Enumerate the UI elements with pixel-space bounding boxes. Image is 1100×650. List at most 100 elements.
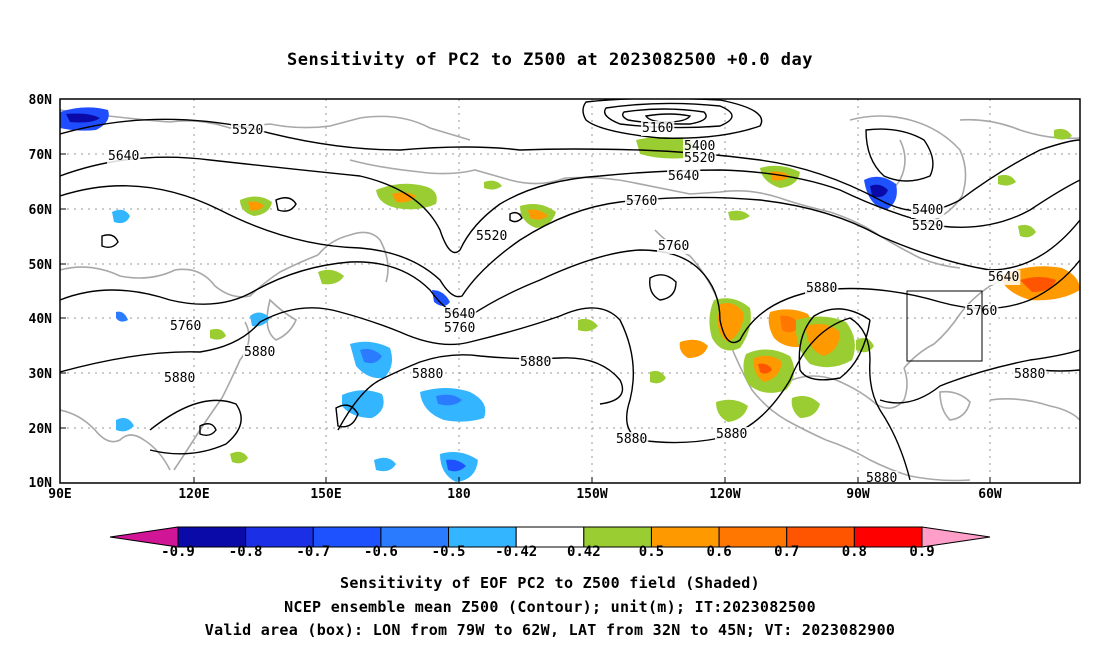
positive-blob — [770, 171, 790, 181]
contour-label-bg — [443, 321, 477, 336]
positive-blob — [1020, 277, 1056, 292]
positive-blob — [230, 451, 248, 464]
contour-label: 5880 — [806, 281, 837, 296]
contour-label-bg — [911, 219, 945, 234]
lon-label: 120E — [178, 487, 209, 502]
caption-valid-area: Valid area (box): LON from 79W to 62W, L… — [204, 621, 896, 639]
lon-label: 150E — [310, 487, 341, 502]
contour-label: 5640 — [108, 149, 139, 164]
contour-label-bg — [805, 281, 839, 296]
negative-blob — [112, 209, 130, 224]
negative-blob — [374, 457, 396, 472]
lat-label: 40N — [29, 312, 53, 327]
colorbar: -0.9 -0.8 -0.7 -0.6 -0.5 -0.42 0.42 0.5 0.6 0.7 0.… — [109, 526, 991, 560]
contour-label-bg — [865, 471, 899, 483]
contour-label-bg — [163, 371, 197, 386]
lon-label: 120W — [709, 487, 740, 502]
lat-label: 30N — [29, 367, 53, 382]
positive-blob — [716, 399, 748, 422]
contour-label-bg — [667, 169, 701, 184]
colorbar-label: 0.5 — [639, 544, 664, 560]
contour-label-bg — [987, 270, 1021, 285]
lat-label: 20N — [29, 422, 53, 437]
contour-labels: 5520 5640 5160 5400 5520 5640 5760 5520 … — [107, 121, 1047, 486]
lon-label: 150W — [576, 487, 607, 502]
contour-label: 5640 — [988, 270, 1019, 285]
caption-shaded: Sensitivity of EOF PC2 to Z500 field (Sh… — [340, 574, 760, 592]
colorbar-label: 0.8 — [842, 544, 867, 560]
positive-blob — [679, 339, 708, 358]
contour-label-bg — [1013, 367, 1047, 382]
contour-label-bg — [107, 149, 141, 164]
negative-blob — [116, 418, 134, 432]
colorbar-label: -0.8 — [229, 544, 263, 560]
positive-blob — [484, 180, 502, 190]
positive-blob — [528, 209, 548, 220]
lat-lon-grid — [60, 99, 1080, 483]
contour-label-bg — [641, 121, 675, 136]
contour-label: 5760 — [658, 239, 689, 254]
lon-label: 90W — [846, 487, 870, 502]
positive-blob — [1018, 224, 1036, 238]
contour-label-bg — [475, 229, 509, 244]
valid-area-box — [906, 290, 983, 362]
contour-label: 5880 — [1014, 367, 1045, 382]
contour-label-bg — [615, 432, 649, 447]
contour-label: 5880 — [520, 355, 551, 370]
contour-label: 5520 — [232, 123, 263, 138]
positive-blob — [998, 174, 1016, 186]
lat-label: 70N — [29, 148, 53, 163]
lat-label: 10N — [29, 476, 53, 491]
colorbar-label: -0.42 — [495, 544, 537, 560]
contour-label: 5400 — [912, 203, 943, 218]
negative-blob — [446, 459, 466, 472]
contour-label-bg — [683, 151, 717, 166]
latitude-labels: 80N 70N 60N 50N 40N 30N 20N 10N — [29, 93, 53, 491]
contour-label: 5640 — [444, 307, 475, 322]
positive-blob — [210, 328, 226, 340]
contour-label-bg — [657, 239, 691, 254]
contour-label-bg — [519, 355, 553, 370]
negative-blob — [870, 184, 888, 198]
contour-label-bg — [911, 203, 945, 218]
contour-label-bg — [625, 194, 659, 209]
contour-label: 5760 — [170, 319, 201, 334]
lon-label: 60W — [978, 487, 1002, 502]
chart-title: Sensitivity of PC2 to Z500 at 2023082500… — [286, 50, 813, 70]
negative-blob — [432, 290, 450, 306]
axis-ticks — [60, 153, 991, 483]
colorbar-segments — [177, 526, 923, 548]
contour-label: 5760 — [444, 321, 475, 336]
contour-label: 5880 — [164, 371, 195, 386]
colorbar-labels: -0.9 -0.8 -0.7 -0.6 -0.5 -0.42 0.42 0.5 0.6 0.7 0.… — [161, 544, 935, 560]
colorbar-high-arrow — [921, 526, 991, 548]
lat-label: 80N — [29, 93, 53, 108]
lat-label: 50N — [29, 258, 53, 273]
contour-label-bg — [683, 139, 717, 154]
contour-label: 5880 — [866, 471, 897, 486]
contour-label: 5520 — [476, 229, 507, 244]
contour-label: 5880 — [244, 345, 275, 360]
positive-blob — [636, 137, 695, 159]
lon-label: 90E — [48, 487, 71, 502]
contour-label-bg — [169, 319, 203, 334]
contour-label-bg — [443, 307, 477, 322]
colorbar-label: -0.5 — [432, 544, 466, 560]
longitude-labels: 90E 120E 150E 180 150W 120W 90W 60W — [48, 487, 1002, 502]
contour-label: 5880 — [616, 432, 647, 447]
negative-blob — [360, 348, 382, 364]
colorbar-label: 0.6 — [706, 544, 731, 560]
caption-contour: NCEP ensemble mean Z500 (Contour); unit(… — [284, 598, 816, 616]
negative-blob — [116, 311, 128, 322]
colorbar-label: 0.7 — [774, 544, 799, 560]
contour-label: 5880 — [716, 427, 747, 442]
positive-blob — [1054, 128, 1072, 140]
contour-label: 5400 — [684, 139, 715, 154]
contour-label: 5640 — [668, 169, 699, 184]
lon-label: 180 — [447, 487, 471, 502]
positive-blob — [780, 315, 800, 333]
colorbar-label: 0.9 — [909, 544, 934, 560]
contour-label: 5520 — [912, 219, 943, 234]
negative-blob — [436, 394, 462, 406]
